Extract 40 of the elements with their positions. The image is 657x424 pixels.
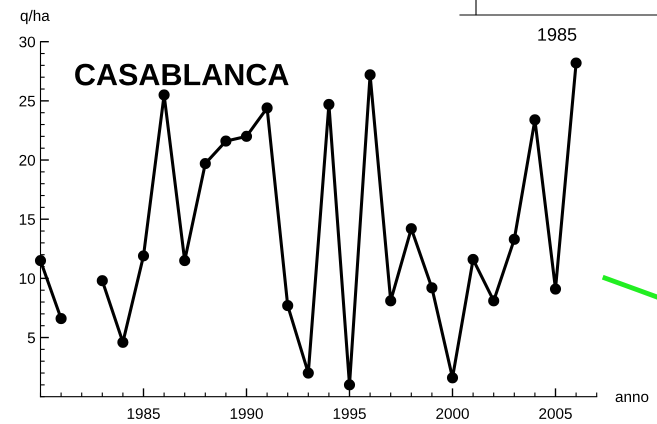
point: [406, 223, 417, 234]
point: [138, 250, 150, 262]
x-tick-label: 1995: [334, 408, 366, 420]
point: [468, 254, 479, 265]
point: [282, 300, 294, 312]
x-axis-title: anno: [616, 394, 648, 402]
text: CASABLANCA: [75, 64, 289, 86]
x-tick-label: 2005: [539, 408, 572, 420]
point: [96, 275, 108, 286]
point: [364, 69, 376, 80]
text: 1985: [538, 28, 576, 41]
point: [117, 336, 128, 348]
point: [446, 372, 458, 384]
point: [570, 57, 582, 69]
x-tick-label: 2000: [436, 408, 469, 420]
x-tick-label: 1990: [230, 408, 263, 420]
point: [158, 89, 170, 101]
point: [344, 379, 356, 390]
point: [220, 136, 232, 147]
point: [508, 234, 520, 245]
y-tick-label: 15: [20, 214, 35, 225]
point: [56, 313, 67, 324]
y-tick-label: 5: [28, 332, 35, 344]
point: [323, 98, 334, 110]
point: [262, 102, 273, 114]
y-tick-label: 10: [20, 273, 36, 284]
x-tick-label: 1985: [128, 408, 160, 420]
y-tick-label: 20: [19, 154, 36, 166]
point: [179, 255, 190, 266]
point: [488, 295, 500, 306]
point: [426, 282, 438, 294]
point: [385, 295, 396, 306]
point: [550, 283, 562, 295]
point: [529, 114, 540, 126]
y-axis-title: q/ha: [20, 10, 50, 24]
point: [302, 367, 314, 379]
point: [200, 158, 211, 170]
y-tick-label: 25: [19, 96, 35, 107]
point: [240, 130, 252, 142]
y-tick-label: 30: [19, 36, 36, 48]
